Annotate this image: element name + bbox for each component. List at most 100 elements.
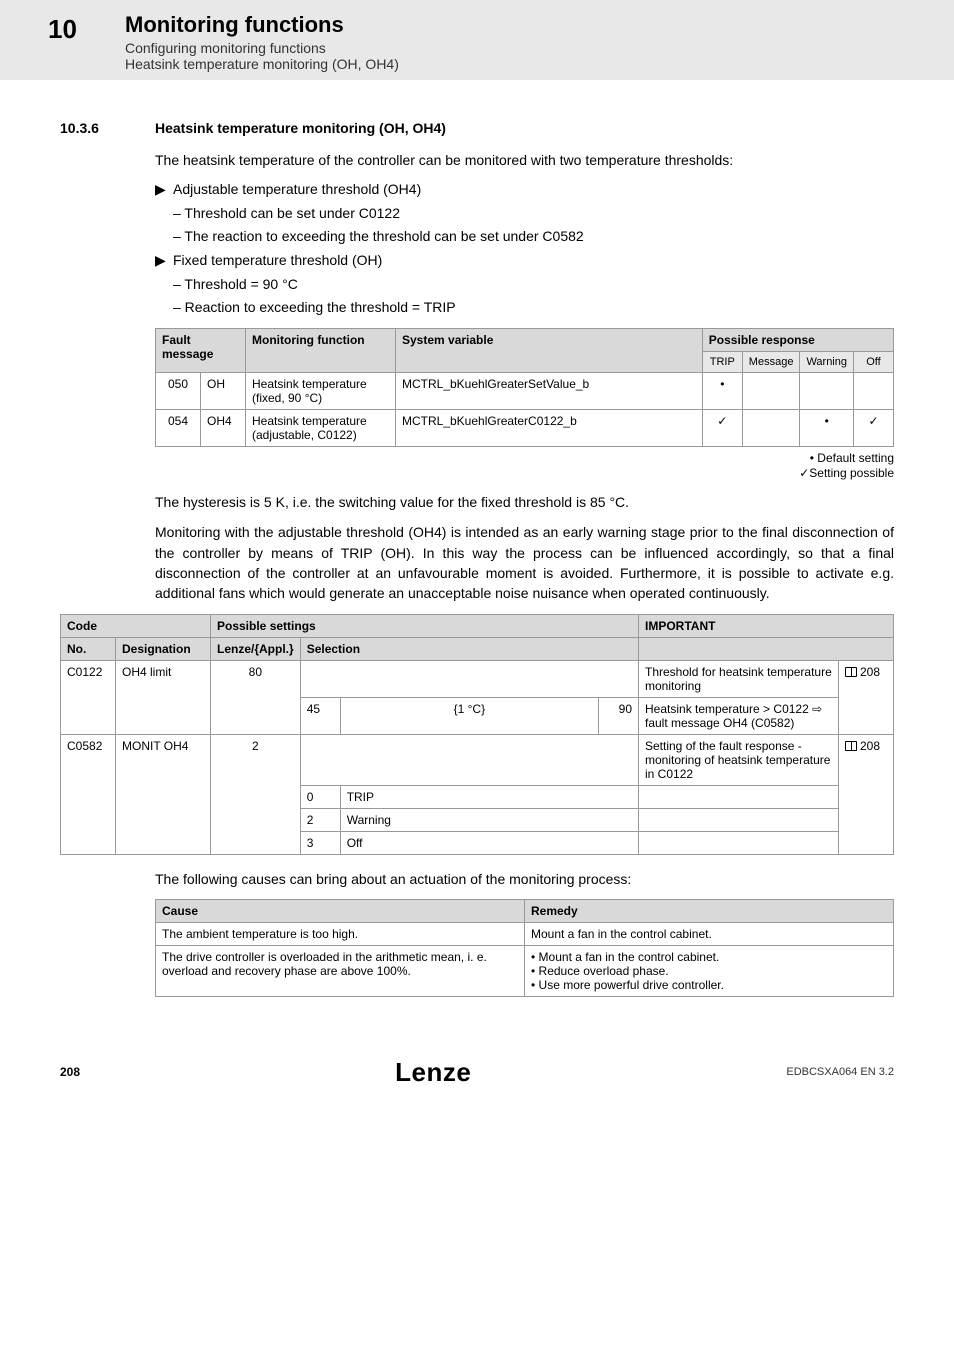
cell bbox=[639, 785, 839, 808]
intro-paragraph: The heatsink temperature of the controll… bbox=[155, 150, 894, 170]
col-header: Monitoring function bbox=[246, 328, 396, 372]
table-row: 050 OH Heatsink temperature (fixed, 90 °… bbox=[156, 372, 894, 409]
cell: MONIT OH4 bbox=[116, 734, 211, 854]
chapter-title: Monitoring functions bbox=[125, 12, 399, 38]
col-header: IMPORTANT bbox=[639, 614, 894, 637]
sub-header: Warning bbox=[800, 351, 854, 372]
chapter-number: 10 bbox=[0, 12, 125, 45]
bullet-text: Fixed temperature threshold (OH) bbox=[173, 251, 894, 271]
brand-logo: Lenze bbox=[395, 1057, 471, 1088]
bullet-item: ▶ Fixed temperature threshold (OH) bbox=[155, 251, 894, 271]
col-header: Selection bbox=[300, 637, 638, 660]
sub-header: TRIP bbox=[702, 351, 742, 372]
cell: 3 bbox=[300, 831, 340, 854]
cell: OH4 bbox=[201, 409, 246, 446]
cell bbox=[742, 372, 800, 409]
cell: Heatsink temperature (adjustable, C0122) bbox=[246, 409, 396, 446]
cell: The drive controller is overloaded in th… bbox=[156, 945, 525, 996]
col-header: System variable bbox=[396, 328, 703, 372]
table-legend: • Default setting ✓Setting possible bbox=[155, 451, 894, 482]
bullet-item: ▶ Adjustable temperature threshold (OH4) bbox=[155, 180, 894, 200]
cause-remedy-table: Cause Remedy The ambient temperature is … bbox=[155, 899, 894, 997]
cell: 208 bbox=[839, 734, 894, 854]
paragraph: Monitoring with the adjustable threshold… bbox=[155, 522, 894, 603]
cell: 45 bbox=[300, 697, 340, 734]
cell: • Mount a fan in the control cabinet. • … bbox=[525, 945, 894, 996]
cell bbox=[854, 372, 894, 409]
header-band: 10 Monitoring functions Configuring moni… bbox=[0, 0, 954, 80]
cell bbox=[800, 372, 854, 409]
page-content: 10.3.6 Heatsink temperature monitoring (… bbox=[0, 80, 954, 1037]
col-header: Lenze/{Appl.} bbox=[211, 637, 301, 660]
cell: Heatsink temperature > C0122 ⇨ fault mes… bbox=[639, 697, 839, 734]
cell: 208 bbox=[839, 660, 894, 734]
cell: Heatsink temperature (fixed, 90 °C) bbox=[246, 372, 396, 409]
cell: Setting of the fault response - monitori… bbox=[639, 734, 839, 785]
cell: ✓ bbox=[702, 409, 742, 446]
cell: 054 bbox=[156, 409, 201, 446]
cell: The ambient temperature is too high. bbox=[156, 922, 525, 945]
sub-item: – Threshold = 90 °C bbox=[173, 275, 894, 295]
cell: 050 bbox=[156, 372, 201, 409]
remedy-item: Reduce overload phase. bbox=[539, 964, 669, 978]
remedy-item: Mount a fan in the control cabinet. bbox=[539, 950, 720, 964]
table-row: C0122 OH4 limit 80 Threshold for heatsin… bbox=[61, 660, 894, 697]
cell: • bbox=[702, 372, 742, 409]
cell: Mount a fan in the control cabinet. bbox=[525, 922, 894, 945]
header-titles: Monitoring functions Configuring monitor… bbox=[125, 12, 399, 72]
cell: OH4 limit bbox=[116, 660, 211, 734]
chapter-subtitle-1: Configuring monitoring functions bbox=[125, 40, 399, 56]
cell: TRIP bbox=[340, 785, 638, 808]
cell: {1 °C} bbox=[340, 697, 598, 734]
bullet-text: Adjustable temperature threshold (OH4) bbox=[173, 180, 894, 200]
fault-response-table: Fault message Monitoring function System… bbox=[155, 328, 894, 447]
sub-item: – Threshold can be set under C0122 bbox=[173, 204, 894, 224]
col-header: Designation bbox=[116, 637, 211, 660]
sub-item: – The reaction to exceeding the threshol… bbox=[173, 227, 894, 247]
cell: 0 bbox=[300, 785, 340, 808]
col-header: Fault message bbox=[156, 328, 246, 372]
page-ref: 208 bbox=[860, 665, 880, 679]
cell: Off bbox=[340, 831, 638, 854]
sub-item: – Reaction to exceeding the threshold = … bbox=[173, 298, 894, 318]
paragraph: The hysteresis is 5 K, i.e. the switchin… bbox=[155, 492, 894, 512]
cell: OH bbox=[201, 372, 246, 409]
cell: Warning bbox=[340, 808, 638, 831]
col-header bbox=[839, 637, 894, 660]
cell bbox=[742, 409, 800, 446]
table-row: C0582 MONIT OH4 2 Setting of the fault r… bbox=[61, 734, 894, 785]
section-number: 10.3.6 bbox=[60, 120, 155, 136]
cell: • bbox=[800, 409, 854, 446]
book-icon bbox=[845, 741, 857, 751]
cell: MCTRL_bKuehlGreaterC0122_b bbox=[396, 409, 703, 446]
cell: 90 bbox=[599, 697, 639, 734]
table-row: The drive controller is overloaded in th… bbox=[156, 945, 894, 996]
cell: MCTRL_bKuehlGreaterSetValue_b bbox=[396, 372, 703, 409]
cell: C0122 bbox=[61, 660, 116, 734]
cell bbox=[300, 734, 638, 785]
cell: ✓ bbox=[854, 409, 894, 446]
cell bbox=[639, 808, 839, 831]
cell: 2 bbox=[211, 734, 301, 854]
cell: C0582 bbox=[61, 734, 116, 854]
page-ref: 208 bbox=[860, 739, 880, 753]
settings-table: Code Possible settings IMPORTANT No. Des… bbox=[60, 614, 894, 855]
arrow-icon: ▶ bbox=[155, 251, 173, 271]
cell: Threshold for heatsink temperature monit… bbox=[639, 660, 839, 697]
paragraph: The following causes can bring about an … bbox=[155, 869, 894, 889]
document-code: EDBCSXA064 EN 3.2 bbox=[786, 1066, 894, 1078]
section-title: Heatsink temperature monitoring (OH, OH4… bbox=[155, 120, 446, 136]
remedy-item: Use more powerful drive controller. bbox=[539, 978, 724, 992]
page-number: 208 bbox=[60, 1065, 80, 1079]
book-icon bbox=[845, 667, 857, 677]
col-header bbox=[639, 637, 839, 660]
chapter-subtitle-2: Heatsink temperature monitoring (OH, OH4… bbox=[125, 56, 399, 72]
table-row: 054 OH4 Heatsink temperature (adjustable… bbox=[156, 409, 894, 446]
sub-header: Off bbox=[854, 351, 894, 372]
col-header: No. bbox=[61, 637, 116, 660]
col-header: Remedy bbox=[525, 899, 894, 922]
cell: 2 bbox=[300, 808, 340, 831]
col-header: Possible response bbox=[702, 328, 893, 351]
legend-default: • Default setting bbox=[810, 451, 894, 465]
arrow-icon: ▶ bbox=[155, 180, 173, 200]
